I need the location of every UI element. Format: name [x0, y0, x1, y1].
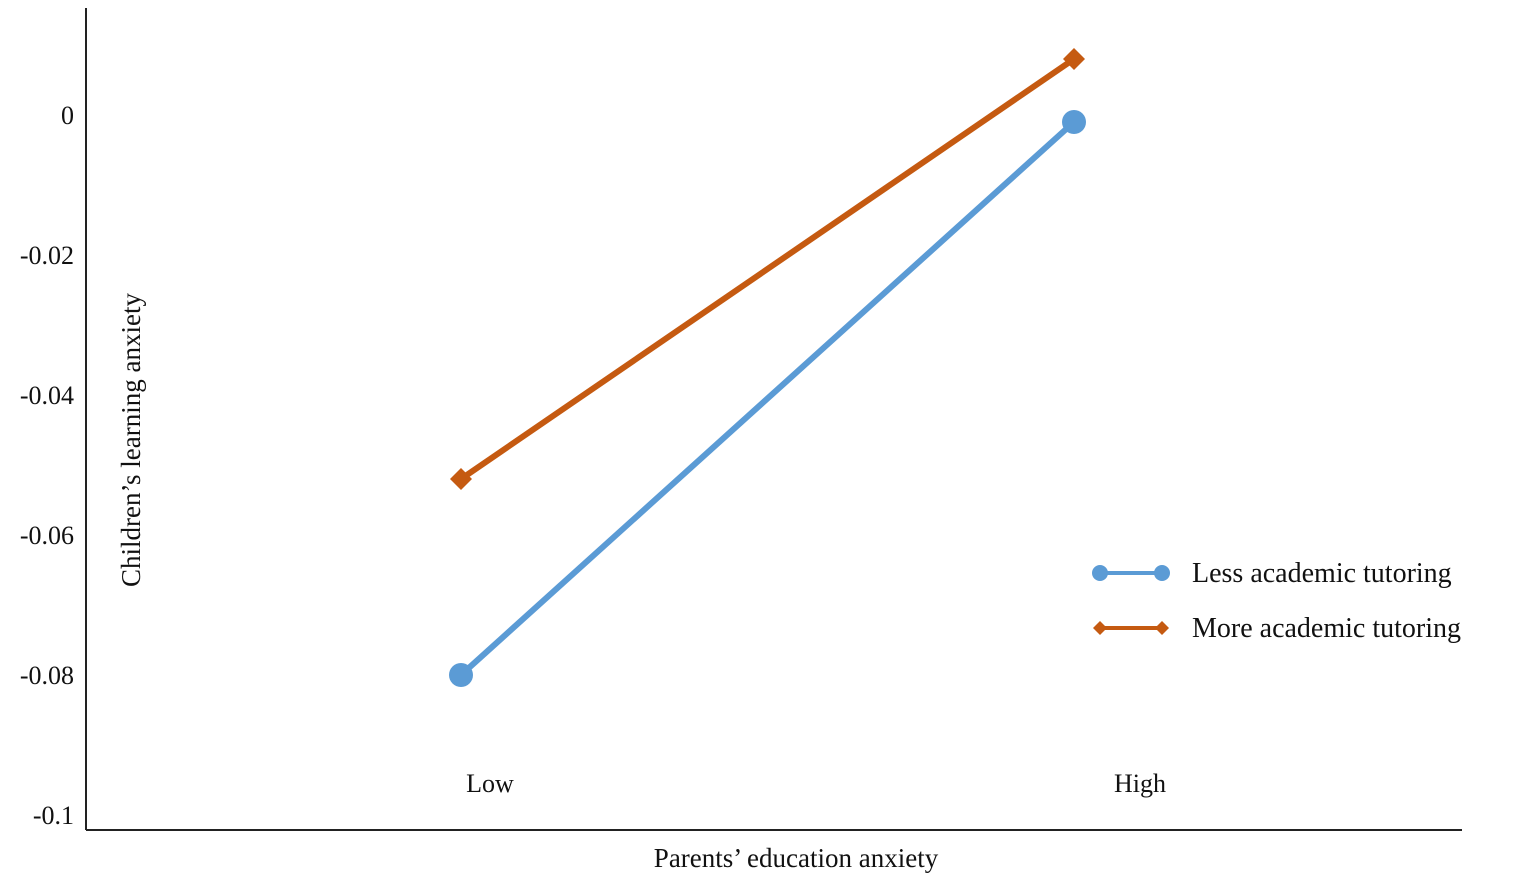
legend: Less academic tutoring More academic tuto…	[1092, 558, 1461, 644]
y-tick-label: -0.04	[20, 381, 74, 410]
x-tick-label: High	[1114, 769, 1166, 798]
x-tick-labels: Low High	[466, 769, 1166, 798]
data-point	[450, 468, 472, 490]
legend-label: More academic tutoring	[1192, 613, 1461, 644]
legend-item: More academic tutoring	[1093, 613, 1461, 644]
legend-marker	[1093, 621, 1107, 635]
series-2	[450, 48, 1085, 490]
y-tick-labels: 0 -0.02 -0.04 -0.06 -0.08 -0.1	[20, 101, 74, 830]
legend-marker	[1154, 565, 1170, 581]
series-line	[458, 56, 1077, 482]
legend-item: Less academic tutoring	[1092, 558, 1452, 589]
series-layer	[449, 48, 1086, 687]
data-point	[449, 663, 473, 687]
series-line	[458, 119, 1077, 678]
y-tick-label: -0.08	[20, 661, 74, 690]
data-point	[1063, 48, 1085, 70]
x-tick-label: Low	[466, 769, 514, 798]
legend-marker	[1092, 565, 1108, 581]
y-tick-label: -0.1	[33, 801, 74, 830]
axes	[85, 8, 1462, 831]
y-tick-label: -0.02	[20, 241, 74, 270]
series-1	[449, 110, 1086, 687]
data-point	[1062, 110, 1086, 134]
legend-marker	[1155, 621, 1169, 635]
y-tick-label: -0.06	[20, 521, 74, 550]
y-tick-label: 0	[61, 101, 74, 130]
x-axis-title: Parents’ education anxiety	[654, 843, 939, 873]
y-axis-title: Children’s learning anxiety	[116, 293, 146, 587]
legend-label: Less academic tutoring	[1192, 558, 1452, 589]
